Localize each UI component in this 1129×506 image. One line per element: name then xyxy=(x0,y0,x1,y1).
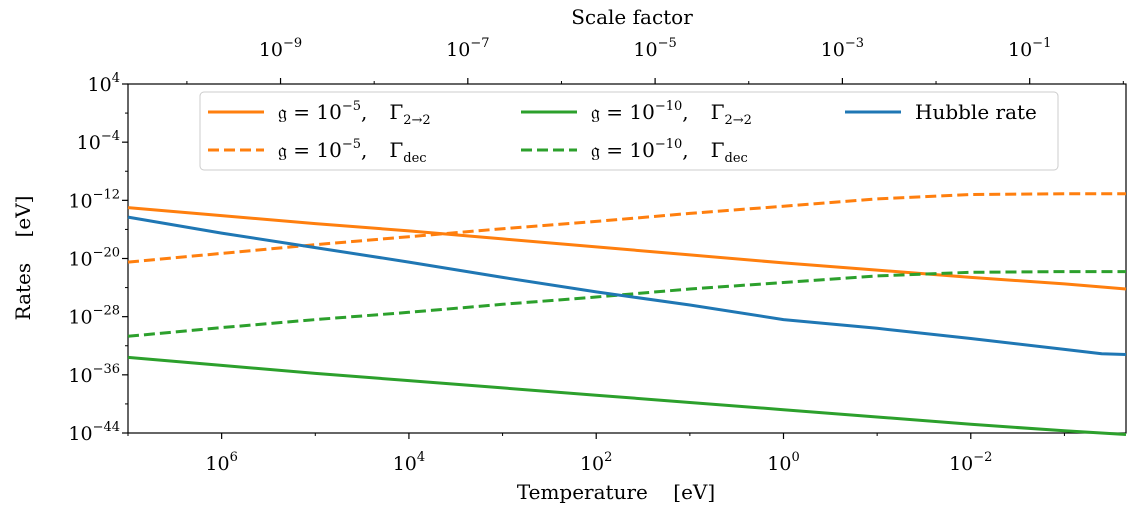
x-tick-label: 104 xyxy=(393,450,425,475)
series-line-3 xyxy=(127,270,1126,338)
y-tick-label: 10−12 xyxy=(68,187,120,212)
x-tick-label: 10−2 xyxy=(949,450,992,475)
y-tick-label: 104 xyxy=(88,71,120,96)
top-tick-label: 10−1 xyxy=(1008,36,1051,61)
legend: 𝔤 = 10−5, Γ2→2 𝔤 = 10−5, Γdec 𝔤 = 10−10, Γ2→2… xyxy=(199,91,1059,171)
top-axis-ticks: 10−9 10−7 10−5 10−3 10−1 xyxy=(186,36,1124,84)
x-tick-label: 106 xyxy=(205,450,237,475)
x-tick-label: 100 xyxy=(767,450,799,475)
series-line-0 xyxy=(127,206,1127,291)
series-layer xyxy=(127,192,1127,436)
series-line-4 xyxy=(127,215,1127,356)
top-tick-label: 10−5 xyxy=(633,36,676,61)
y-tick-label: 10−36 xyxy=(68,362,120,387)
legend-label: 𝔤 = 10−5, Γ2→2 xyxy=(278,99,431,128)
top-axis-title: Scale factor xyxy=(571,5,693,29)
legend-box xyxy=(199,91,1059,171)
bottom-axis-ticks: 106 104 102 100 10−2 xyxy=(127,433,1065,475)
y-tick-label: 10−20 xyxy=(68,246,120,271)
top-tick-label: 10−9 xyxy=(259,36,302,61)
x-axis-title: Temperature [eV] xyxy=(517,480,715,504)
top-tick-label: 10−7 xyxy=(446,36,489,61)
y-tick-label: 10−44 xyxy=(68,420,120,445)
y-axis-ticks: 104 10−4 10−12 10−20 10−28 10−36 10−44 xyxy=(68,71,128,445)
legend-label: 𝔤 = 10−10, Γ2→2 xyxy=(591,99,752,128)
series-line-1 xyxy=(127,192,1126,264)
x-tick-label: 102 xyxy=(580,450,612,475)
series-line-2 xyxy=(127,355,1127,436)
legend-label: 𝔤 = 10−10, Γdec xyxy=(591,137,748,166)
y-tick-label: 10−28 xyxy=(68,304,120,329)
legend-label: Hubble rate xyxy=(915,100,1037,124)
top-tick-label: 10−3 xyxy=(821,36,864,61)
y-tick-label: 10−4 xyxy=(77,129,120,154)
y-axis-title: Rates [eV] xyxy=(11,196,35,321)
legend-label: 𝔤 = 10−5, Γdec xyxy=(278,137,427,166)
